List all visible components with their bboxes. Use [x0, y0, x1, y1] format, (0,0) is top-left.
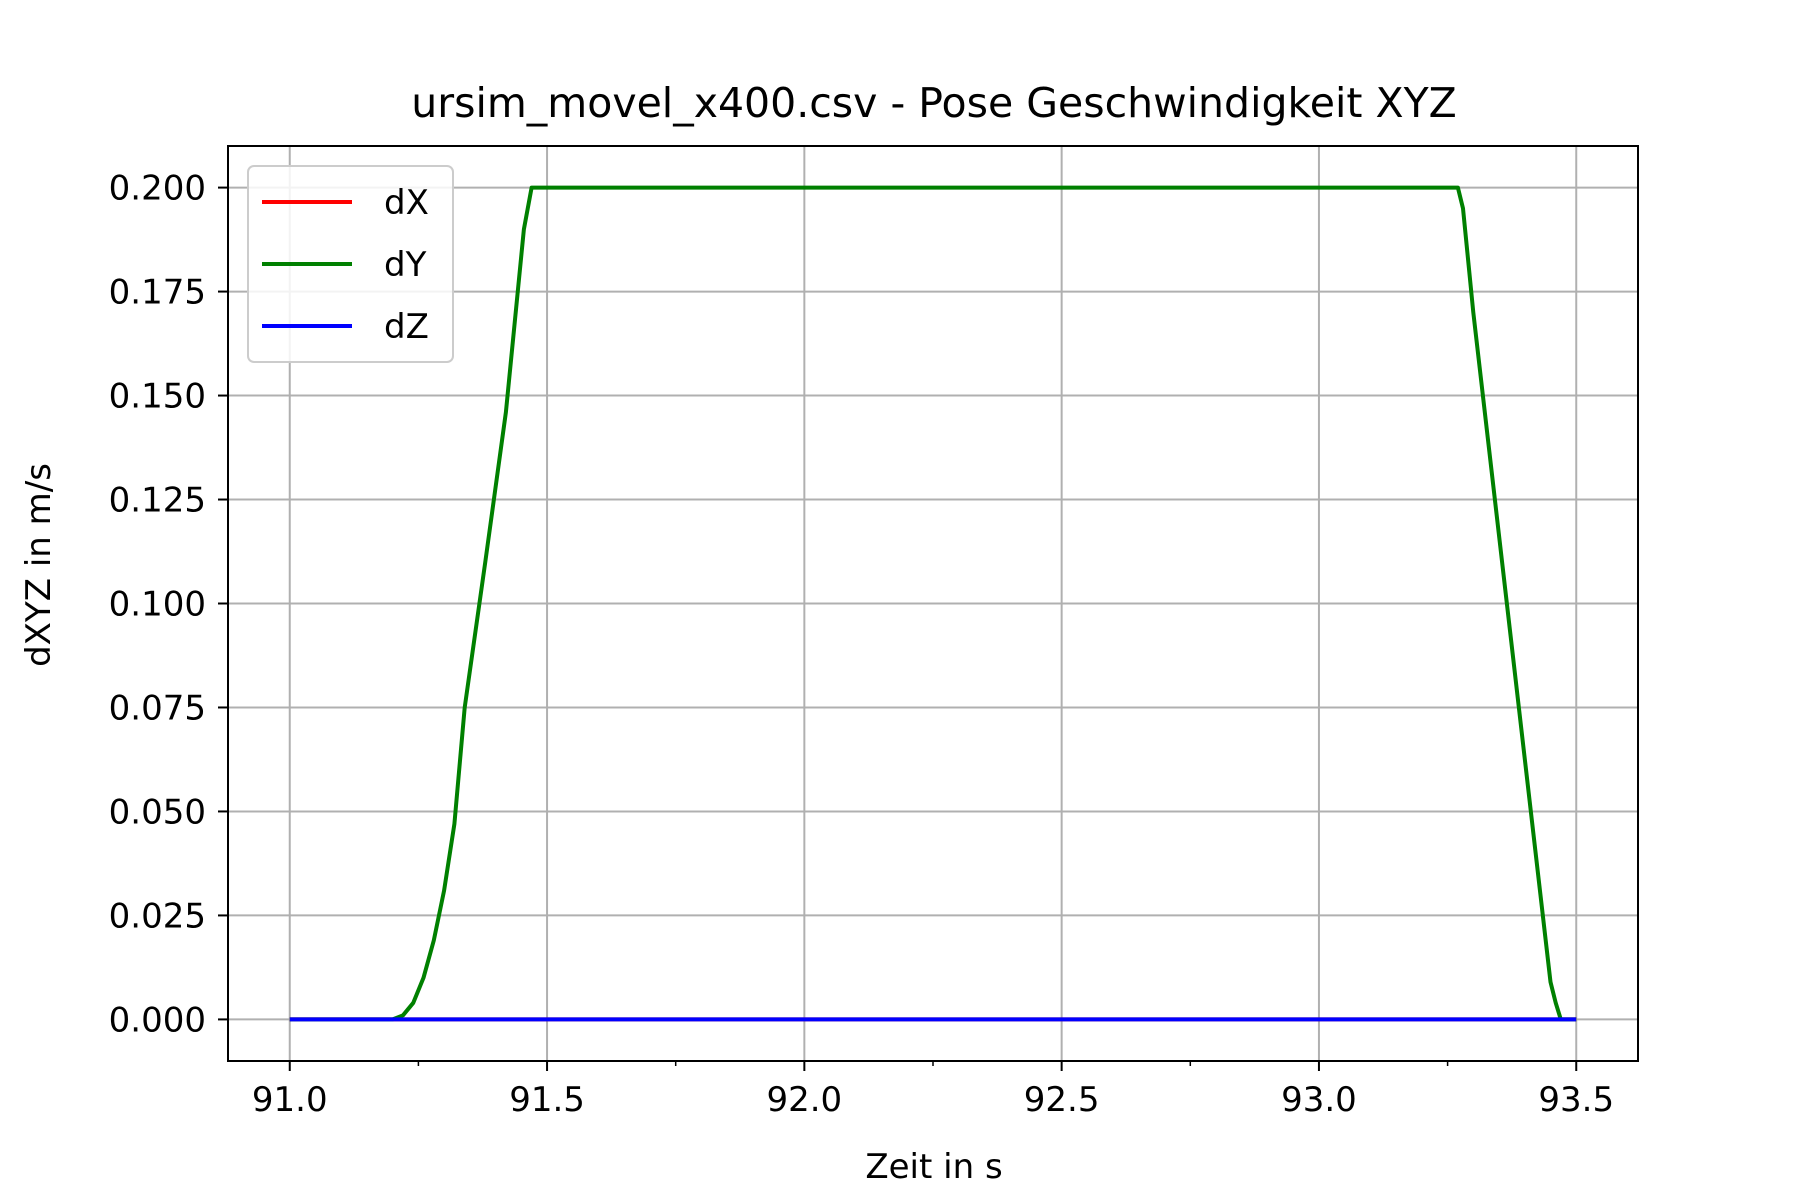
legend-label-dx: dX [384, 183, 429, 223]
y-tick-label: 0.200 [109, 169, 206, 209]
x-tick-label: 92.0 [766, 1080, 842, 1120]
y-tick-label: 0.125 [109, 481, 206, 521]
x-axis-label: Zeit in s [865, 1147, 1002, 1187]
series-line-dy [289, 185, 1577, 1022]
legend: dX dY dZ [247, 165, 454, 363]
plot-lines [289, 185, 1577, 1022]
y-tick-label: 0.175 [109, 273, 206, 313]
chart-title: ursim_movel_x400.csv - Pose Geschwindigk… [411, 79, 1456, 127]
x-tick-label: 93.0 [1281, 1080, 1357, 1120]
y-tick-label: 0.050 [109, 792, 206, 832]
y-tick-label: 0.025 [109, 896, 206, 936]
x-tick-label: 91.0 [252, 1080, 328, 1120]
ticks: 91.0 91.5 92.0 92.5 93.0 93.5 0.000 0.025 0.050 0… [109, 169, 1614, 1120]
x-tick-label: 91.5 [509, 1080, 585, 1120]
y-axis-label: dXYZ in m/s [19, 463, 59, 667]
legend-label-dy: dY [384, 245, 427, 285]
y-tick-label: 0.100 [109, 585, 206, 625]
x-tick-label: 93.5 [1538, 1080, 1614, 1120]
y-tick-label: 0.075 [109, 688, 206, 728]
y-tick-label: 0.000 [109, 1000, 206, 1040]
x-tick-label: 92.5 [1024, 1080, 1100, 1120]
legend-label-dz: dZ [384, 307, 429, 347]
y-tick-label: 0.150 [109, 377, 206, 417]
